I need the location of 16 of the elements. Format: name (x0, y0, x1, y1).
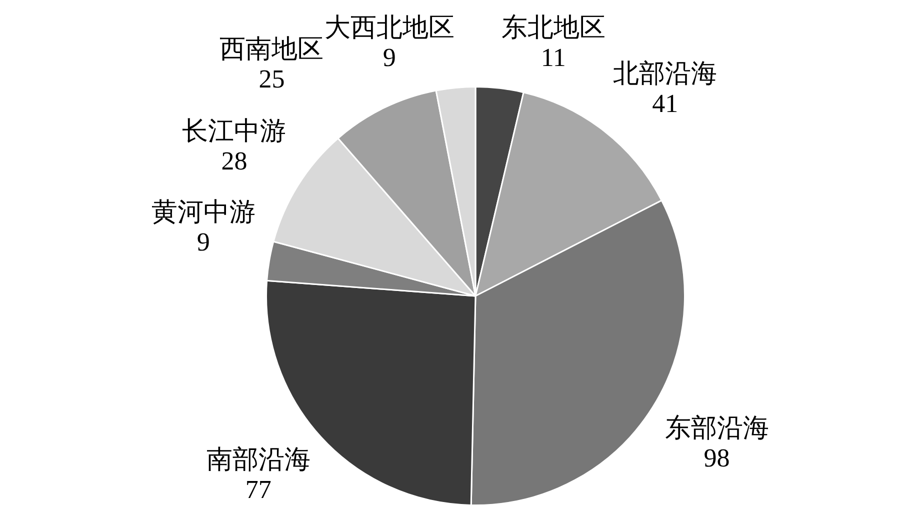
slice-label: 东部沿海 (664, 413, 769, 442)
slice-label: 大西北地区 (324, 12, 454, 42)
slice-label: 西南地区 (220, 34, 324, 64)
data-label: 98 (704, 443, 730, 472)
slice-label: 东北地区 (501, 13, 606, 42)
data-label: 41 (652, 89, 678, 118)
data-label: 25 (258, 64, 285, 94)
slice-label: 长江中游 (182, 116, 286, 146)
data-label: 9 (382, 42, 396, 72)
data-label: 11 (540, 43, 566, 72)
data-label: 28 (221, 146, 248, 176)
slice-label: 南部沿海 (206, 445, 310, 474)
slice-label: 北部沿海 (613, 59, 718, 88)
slice-label: 黄河中游 (151, 198, 256, 227)
data-label: 9 (196, 228, 210, 257)
data-label: 77 (245, 475, 272, 504)
